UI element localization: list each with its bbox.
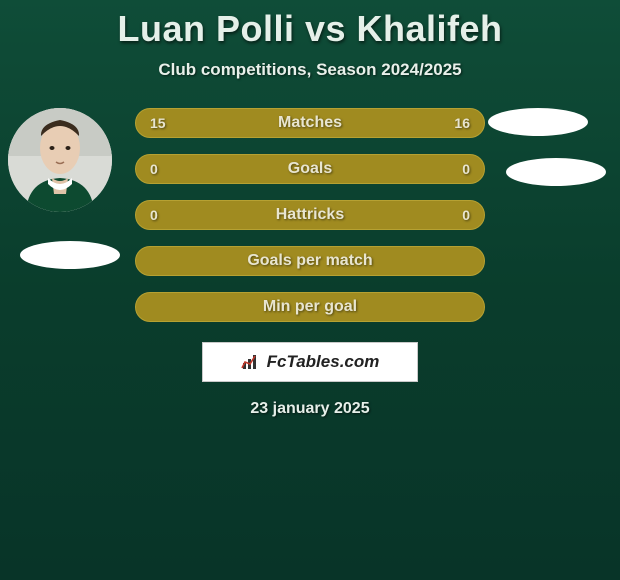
bar-chart-icon bbox=[241, 353, 263, 371]
date-label: 23 january 2025 bbox=[0, 400, 620, 418]
page-title: Luan Polli vs Khalifeh bbox=[0, 8, 620, 50]
stat-left-value: 15 bbox=[150, 115, 166, 131]
stat-bar-min-per-goal: Min per goal bbox=[135, 292, 485, 322]
player-left-avatar bbox=[8, 108, 112, 212]
player-right-team-badge bbox=[506, 158, 606, 186]
subtitle: Club competitions, Season 2024/2025 bbox=[0, 60, 620, 80]
stat-right-value: 0 bbox=[462, 161, 470, 177]
stat-right-value: 0 bbox=[462, 207, 470, 223]
stat-right-value: 16 bbox=[454, 115, 470, 131]
stat-label: Matches bbox=[278, 114, 342, 132]
stat-label: Goals bbox=[288, 160, 332, 178]
source-logo[interactable]: FcTables.com bbox=[202, 342, 418, 382]
player-right-avatar-placeholder bbox=[488, 108, 588, 136]
player-left-team-badge bbox=[20, 241, 120, 269]
stat-bar-matches: 15 Matches 16 bbox=[135, 108, 485, 138]
avatar-photo-icon bbox=[8, 108, 112, 212]
stat-label: Goals per match bbox=[247, 252, 372, 270]
source-logo-text: FcTables.com bbox=[267, 352, 380, 372]
stat-bars: 15 Matches 16 0 Goals 0 0 Hattricks 0 Go… bbox=[135, 108, 485, 322]
stat-bar-goals: 0 Goals 0 bbox=[135, 154, 485, 184]
stat-label: Min per goal bbox=[263, 298, 357, 316]
stat-label: Hattricks bbox=[276, 206, 344, 224]
stat-left-value: 0 bbox=[150, 207, 158, 223]
stat-left-value: 0 bbox=[150, 161, 158, 177]
stat-bar-goals-per-match: Goals per match bbox=[135, 246, 485, 276]
stat-bar-hattricks: 0 Hattricks 0 bbox=[135, 200, 485, 230]
comparison-area: 15 Matches 16 0 Goals 0 0 Hattricks 0 Go… bbox=[0, 108, 620, 418]
